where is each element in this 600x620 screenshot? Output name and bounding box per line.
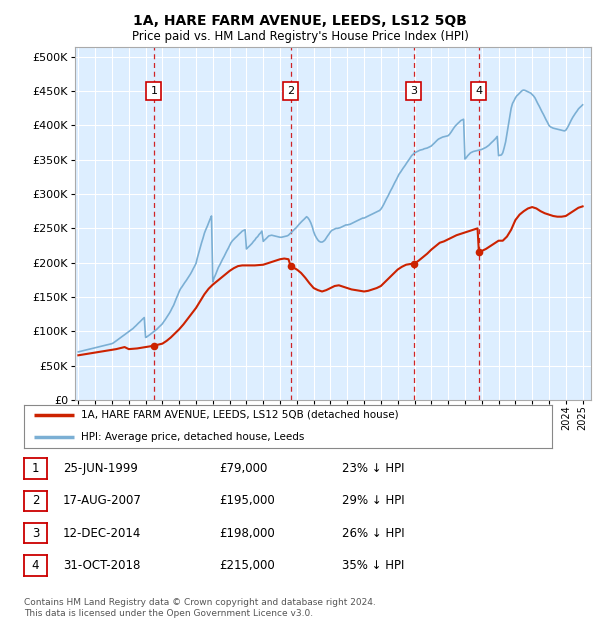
Text: 3: 3: [32, 527, 39, 539]
Text: 17-AUG-2007: 17-AUG-2007: [63, 495, 142, 507]
Text: £215,000: £215,000: [219, 559, 275, 572]
Text: 1: 1: [32, 463, 39, 475]
Text: 29% ↓ HPI: 29% ↓ HPI: [342, 495, 404, 507]
Text: 26% ↓ HPI: 26% ↓ HPI: [342, 527, 404, 539]
Text: 1: 1: [151, 86, 157, 95]
Text: 2: 2: [32, 495, 39, 507]
Text: 12-DEC-2014: 12-DEC-2014: [63, 527, 142, 539]
Text: 3: 3: [410, 86, 417, 95]
Text: HPI: Average price, detached house, Leeds: HPI: Average price, detached house, Leed…: [81, 432, 304, 441]
Text: Contains HM Land Registry data © Crown copyright and database right 2024.
This d: Contains HM Land Registry data © Crown c…: [24, 598, 376, 618]
Text: £198,000: £198,000: [219, 527, 275, 539]
Text: 4: 4: [475, 86, 482, 95]
Text: 35% ↓ HPI: 35% ↓ HPI: [342, 559, 404, 572]
Text: 2: 2: [287, 86, 294, 95]
Text: 23% ↓ HPI: 23% ↓ HPI: [342, 463, 404, 475]
Text: Price paid vs. HM Land Registry's House Price Index (HPI): Price paid vs. HM Land Registry's House …: [131, 30, 469, 43]
Text: 1A, HARE FARM AVENUE, LEEDS, LS12 5QB: 1A, HARE FARM AVENUE, LEEDS, LS12 5QB: [133, 14, 467, 28]
Text: 1A, HARE FARM AVENUE, LEEDS, LS12 5QB (detached house): 1A, HARE FARM AVENUE, LEEDS, LS12 5QB (d…: [81, 410, 398, 420]
Text: 4: 4: [32, 559, 39, 572]
Text: 31-OCT-2018: 31-OCT-2018: [63, 559, 140, 572]
Text: £195,000: £195,000: [219, 495, 275, 507]
Text: 25-JUN-1999: 25-JUN-1999: [63, 463, 138, 475]
Text: £79,000: £79,000: [219, 463, 268, 475]
